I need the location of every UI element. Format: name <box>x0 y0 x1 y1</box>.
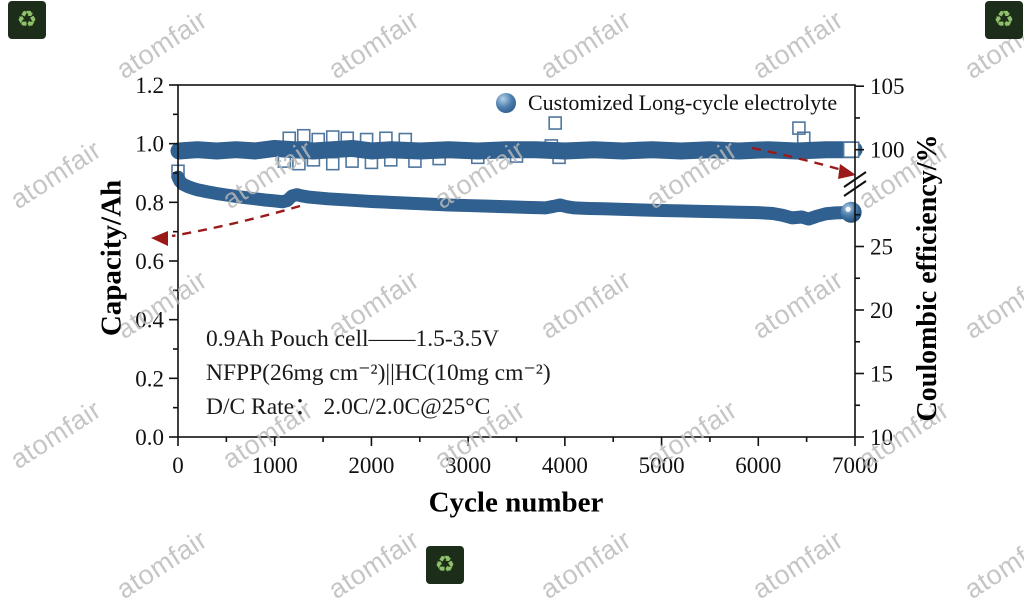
y-left-tick-label: 1.0 <box>135 132 164 157</box>
legend: Customized Long-cycle electrolyte <box>496 90 837 116</box>
x-tick-label: 6000 <box>735 453 781 478</box>
right-arrowhead-icon <box>838 164 856 179</box>
right-axis-title: Coulombic efficiency/% <box>912 134 943 422</box>
x-tick-label: 1000 <box>252 453 298 478</box>
recycle-icon: ♻ <box>434 551 456 578</box>
arrow-to-capacity-axis <box>171 204 301 238</box>
y-left-tick-label: 0.8 <box>135 190 164 215</box>
annotation-line-3: D/C Rate： 2.0C/2.0C@25°C <box>206 394 491 420</box>
marker-highlight <box>845 206 851 212</box>
x-tick-label: 7000 <box>832 453 878 478</box>
arrow-to-efficiency-axis <box>751 146 843 172</box>
y-left-tick-label: 0.4 <box>135 308 164 333</box>
y-right-tick-label: 105 <box>870 74 905 99</box>
capacity-series-curve <box>171 170 861 226</box>
efficiency-outlier-square <box>325 156 340 171</box>
x-tick-label: 4000 <box>542 453 588 478</box>
y-right-tick-label: 15 <box>870 362 893 387</box>
x-tick-label: 5000 <box>639 453 685 478</box>
recycle-icon: ♻ <box>993 6 1015 33</box>
left-axis-title: Capacity/Ah <box>95 179 128 337</box>
y-right-tick-label: 100 <box>870 138 905 163</box>
legend-label: Customized Long-cycle electrolyte <box>528 90 838 115</box>
y-left-tick-label: 0.2 <box>135 366 164 391</box>
efficiency-series-band <box>170 139 863 160</box>
y-right-tick-label: 10 <box>870 425 893 450</box>
x-tick-label: 2000 <box>348 453 394 478</box>
left-arrowhead-icon <box>151 231 168 246</box>
annotation-line-2: NFPP(26mg cm⁻²)||HC(10mg cm⁻²) <box>206 360 551 386</box>
x-tick-label: 3000 <box>445 453 491 478</box>
atomfair-logo: ♻ <box>8 1 46 39</box>
y-left-tick-label: 0.0 <box>135 425 164 450</box>
atomfair-logo: ♻ <box>985 1 1023 39</box>
y-left-tick-label: 1.2 <box>135 73 164 98</box>
cell-spec-annotation: 0.9Ah Pouch cell——1.5-3.5V NFPP(26mg cm⁻… <box>206 322 551 424</box>
y-right-tick-label: 20 <box>870 298 893 323</box>
efficiency-outlier-square <box>296 128 311 143</box>
annotation-line-1: 0.9Ah Pouch cell——1.5-3.5V <box>206 326 500 352</box>
axis-break-mark <box>843 180 867 197</box>
sphere-marker-icon <box>496 93 516 113</box>
efficiency-outlier-square <box>292 156 306 171</box>
efficiency-outlier-square <box>548 116 562 130</box>
atomfair-logo: ♻ <box>426 546 464 584</box>
y-left-tick-label: 0.6 <box>135 249 164 274</box>
axis-break-mark <box>843 171 867 188</box>
capacity-last-point-marker <box>840 201 862 223</box>
efficiency-outlier-square <box>792 121 806 135</box>
x-axis-title: Cycle number <box>428 486 604 519</box>
y-right-tick-label: 25 <box>870 235 893 260</box>
x-tick-label: 0 <box>172 453 184 478</box>
recycle-icon: ♻ <box>16 6 38 33</box>
chart-canvas: 0 1000 2000 3000 4000 5000 6000 7000 0.0 0.2 0.4 0.… <box>135 73 905 478</box>
